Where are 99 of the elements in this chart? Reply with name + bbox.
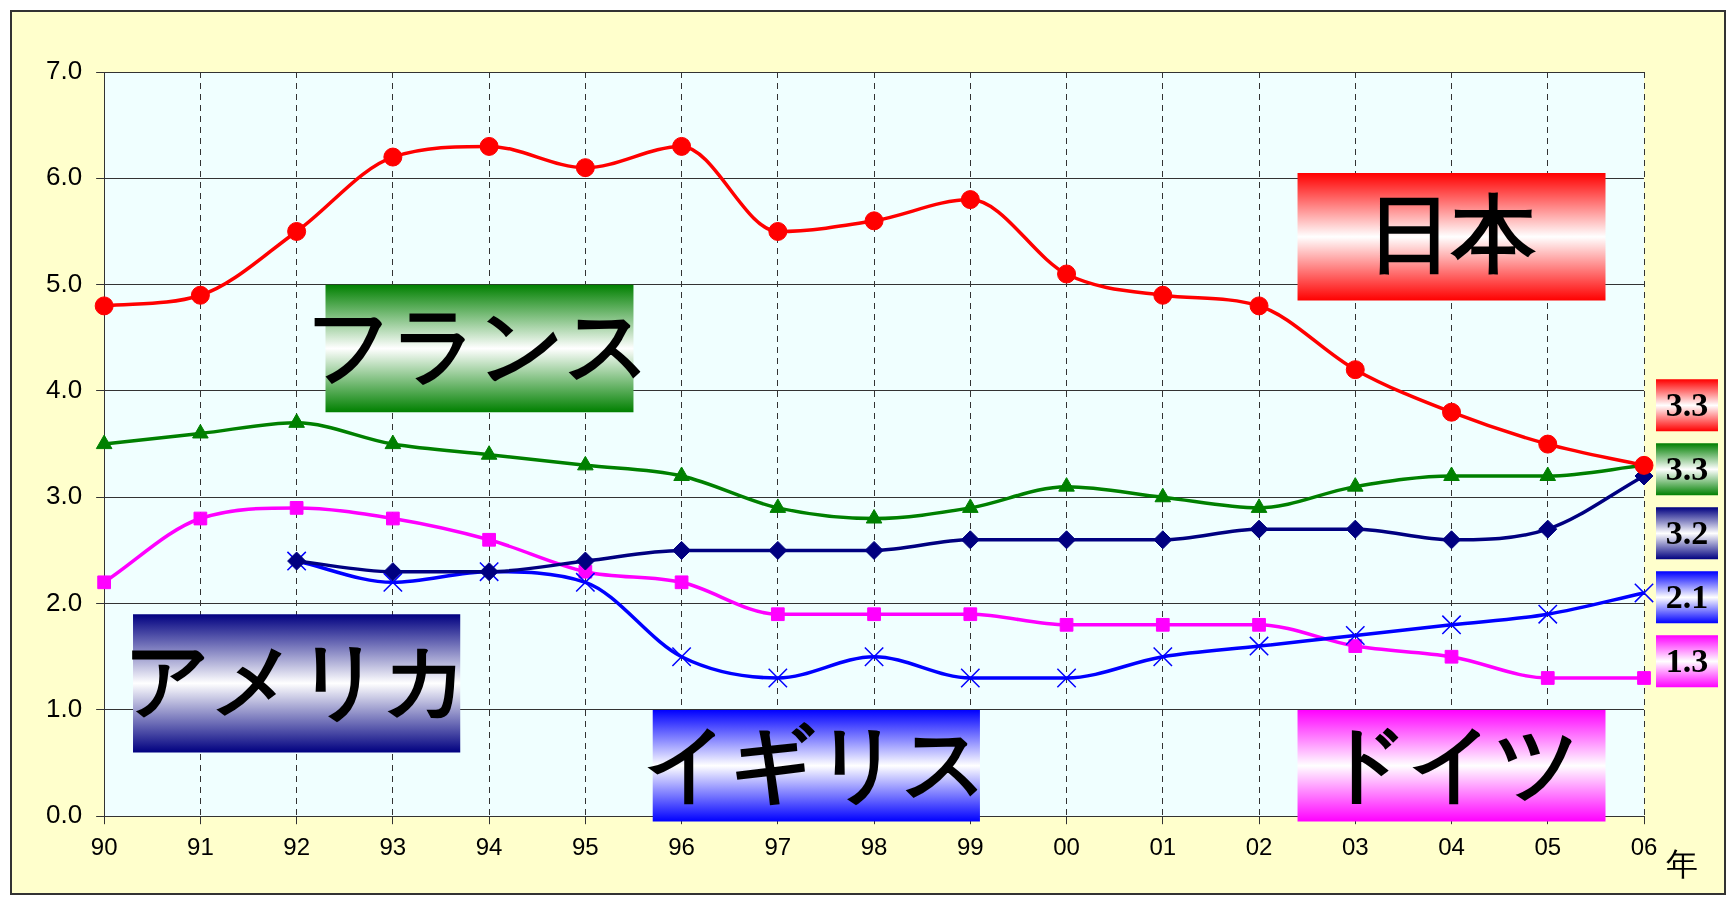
x-tick-label: 99 [956, 833, 984, 861]
point [1634, 583, 1654, 603]
point [95, 434, 113, 450]
x-tick-label: 00 [1053, 833, 1080, 861]
data-label: 1.3 [1665, 642, 1709, 680]
point [1153, 285, 1173, 305]
point [1345, 360, 1365, 380]
point [864, 211, 884, 231]
point [674, 575, 689, 590]
y-tick-label: 3.0 [45, 480, 83, 511]
x-tick-label: 95 [572, 833, 599, 861]
point [382, 572, 403, 593]
point [1634, 455, 1654, 475]
data-label: 3.3 [1665, 386, 1709, 424]
point [960, 190, 980, 210]
point [1444, 649, 1459, 664]
point [864, 646, 885, 667]
x-tick-label: 90 [90, 833, 118, 861]
point [864, 540, 884, 560]
point [1249, 296, 1269, 316]
point [386, 511, 400, 526]
series-label: 日本 [1367, 184, 1536, 283]
point [1057, 530, 1077, 550]
point [575, 572, 596, 593]
point [672, 540, 692, 560]
point [672, 136, 692, 156]
point [575, 551, 595, 571]
x-tick-label: 98 [860, 833, 888, 861]
point [287, 221, 307, 241]
point [1152, 646, 1173, 667]
series-label: ドイツ [1322, 713, 1581, 812]
point [1249, 519, 1269, 539]
series-label: アメリカ [124, 631, 469, 730]
point [770, 607, 785, 622]
series-label: フランス [307, 296, 652, 395]
point [1441, 614, 1462, 635]
point [767, 668, 788, 688]
point [1056, 668, 1077, 688]
point [1153, 530, 1173, 550]
series-label: イギリス [644, 713, 989, 812]
point [1057, 264, 1077, 284]
point [865, 509, 883, 524]
data-label: 2.1 [1665, 578, 1709, 616]
point [1058, 477, 1075, 492]
point [383, 147, 403, 167]
y-tick-label: 7.0 [45, 55, 83, 86]
point [963, 607, 978, 622]
x-axis-title: 年 [1666, 844, 1698, 883]
data-label: 3.2 [1665, 514, 1709, 552]
point [1637, 671, 1651, 685]
y-tick-label: 0.0 [45, 799, 83, 830]
point [1059, 617, 1074, 632]
point [1252, 617, 1266, 632]
y-tick-label: 4.0 [45, 374, 83, 405]
point [768, 540, 788, 560]
point [867, 607, 881, 622]
point [384, 434, 402, 450]
y-tick-label: 6.0 [45, 161, 83, 192]
x-tick-label: 91 [187, 833, 214, 861]
point [1346, 477, 1364, 492]
y-tick-label: 1.0 [45, 693, 83, 724]
point [479, 136, 499, 156]
point [97, 575, 112, 590]
point [1442, 530, 1462, 550]
point [960, 668, 981, 688]
x-tick-label: 93 [379, 833, 407, 861]
point [383, 562, 403, 582]
point [190, 285, 210, 305]
x-tick-label: 03 [1341, 833, 1369, 861]
point [482, 532, 496, 547]
data-label: 3.3 [1665, 450, 1709, 488]
point [1345, 519, 1365, 539]
point [1540, 671, 1555, 685]
point [1537, 604, 1558, 625]
y-tick-label: 2.0 [45, 586, 83, 617]
point [1155, 617, 1170, 632]
x-tick-label: 06 [1630, 833, 1658, 861]
x-tick-label: 01 [1149, 833, 1177, 861]
x-tick-label: 92 [283, 833, 310, 861]
point [1442, 402, 1462, 422]
x-tick-label: 04 [1438, 833, 1465, 861]
x-tick-label: 97 [764, 833, 792, 861]
point [1345, 625, 1366, 646]
point [575, 158, 595, 178]
x-tick-label: 02 [1245, 833, 1273, 861]
x-tick-label: 05 [1534, 833, 1562, 861]
point [289, 501, 304, 515]
point [1538, 434, 1558, 454]
point [960, 530, 980, 550]
x-tick-label: 94 [475, 833, 503, 861]
y-tick-label: 5.0 [45, 267, 83, 298]
point [1538, 519, 1558, 539]
point [768, 221, 788, 241]
point [1348, 639, 1363, 653]
point [671, 646, 692, 667]
point [1249, 636, 1269, 657]
point [94, 296, 114, 316]
x-tick-label: 96 [668, 833, 695, 861]
point [193, 511, 208, 526]
